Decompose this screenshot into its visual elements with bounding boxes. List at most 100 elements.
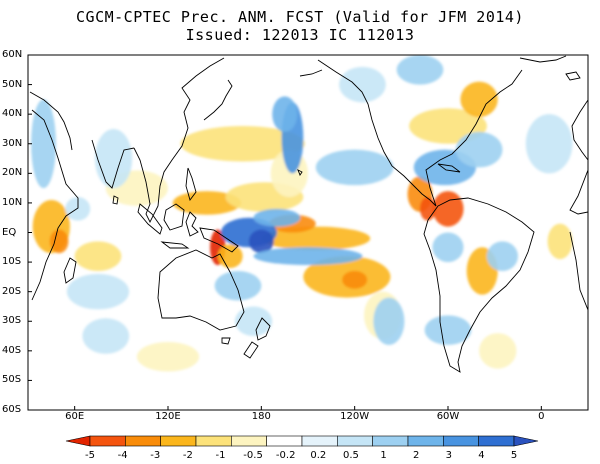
colorbar-segment xyxy=(407,435,444,447)
anomaly-region xyxy=(261,226,371,251)
lat-label: 50N xyxy=(2,78,23,90)
coast-europe xyxy=(571,99,588,161)
lon-label: 180 xyxy=(251,411,271,422)
coast-south-america xyxy=(423,197,535,373)
coast-arabia xyxy=(29,91,73,151)
lat-label: 50S xyxy=(2,374,22,386)
colorbar-label: 0.2 xyxy=(310,450,327,461)
colorbar-segment xyxy=(337,435,373,447)
map-subtitle: Issued: 122013 IC 112013 xyxy=(185,26,415,44)
lat-label: 60S xyxy=(2,404,22,415)
coast-north-america xyxy=(317,59,523,207)
coast-sulawesi xyxy=(185,211,199,237)
anomaly-region xyxy=(74,241,122,271)
anomaly-layer xyxy=(31,55,573,372)
colorbar-segment xyxy=(231,435,267,447)
coast-aleutians xyxy=(299,69,323,77)
colorbar-segment xyxy=(65,435,91,447)
coast-west-africa xyxy=(569,169,588,215)
lat-label: 20N xyxy=(2,167,23,179)
lat-label: 60N xyxy=(2,49,23,60)
coast-tasmania xyxy=(221,337,231,345)
coast-philippines xyxy=(185,167,197,201)
coast-australia xyxy=(157,249,245,331)
anomaly-region xyxy=(180,126,305,162)
coast-southern-africa xyxy=(569,231,588,311)
coast-sumatra xyxy=(137,203,163,235)
lat-label: 40S xyxy=(2,344,22,356)
anomaly-region xyxy=(525,114,573,174)
lon-label: 60E xyxy=(65,411,85,422)
coast-java xyxy=(160,241,190,249)
coast-iceland xyxy=(565,71,581,81)
anomaly-region xyxy=(479,333,517,369)
anomaly-region xyxy=(248,229,274,254)
anomaly-region xyxy=(339,66,386,103)
lat-label: 40N xyxy=(2,108,23,120)
lon-label: 0 xyxy=(538,411,545,422)
lon-label: 120W xyxy=(340,411,370,422)
lat-label: 30N xyxy=(2,137,23,149)
anomaly-region xyxy=(253,247,363,266)
colorbar-label: -5 xyxy=(85,450,95,461)
anomaly-region xyxy=(424,315,472,345)
map-title: CGCM-CPTEC Prec. ANM. FCST (Valid for JF… xyxy=(76,8,524,26)
lat-label: 10N xyxy=(2,196,23,208)
lat-label: 10S xyxy=(2,256,22,268)
anomaly-region xyxy=(486,241,518,271)
anomaly-region xyxy=(396,55,444,85)
colorbar-segment xyxy=(195,435,232,447)
lon-label: 120E xyxy=(155,411,181,422)
colorbar xyxy=(65,435,539,447)
anomaly-region xyxy=(432,191,464,227)
colorbar-segment xyxy=(372,435,409,447)
coastlines xyxy=(29,55,588,373)
colorbar-label: 3 xyxy=(445,450,452,461)
coast-se-asia xyxy=(133,57,225,224)
lon-label: 60W xyxy=(436,411,460,422)
coast-india xyxy=(91,139,135,189)
anomaly-region xyxy=(82,318,130,354)
anomaly-region xyxy=(272,96,298,132)
lat-label: EQ xyxy=(2,226,17,238)
coast-africa xyxy=(31,109,79,301)
anomaly-region xyxy=(214,270,262,301)
colorbar-label: 2 xyxy=(412,450,420,461)
coast-japan xyxy=(203,79,233,121)
colorbar-segment xyxy=(125,435,161,447)
coast-borneo xyxy=(163,203,185,231)
colorbar-label: -1 xyxy=(215,450,226,461)
anomaly-region xyxy=(315,149,394,186)
coast-new-guinea xyxy=(199,227,239,253)
anomaly-region xyxy=(66,273,130,310)
anomaly-region xyxy=(253,208,301,227)
colorbar-label: -4 xyxy=(117,450,128,461)
anomaly-region xyxy=(234,306,273,337)
anomaly-region xyxy=(547,223,573,260)
coast-hawaii xyxy=(297,169,303,176)
anomaly-region xyxy=(460,81,498,118)
axis-ticks xyxy=(28,54,542,411)
anomaly-region xyxy=(136,341,200,372)
anomaly-region xyxy=(31,99,56,189)
anomaly-region xyxy=(455,131,503,168)
colorbar-label: 1 xyxy=(380,450,387,461)
anomaly-region xyxy=(65,197,91,221)
colorbar-segment xyxy=(443,435,479,447)
colorbar-segment xyxy=(478,435,515,447)
anomaly-region xyxy=(373,297,405,345)
coast-new-zealand xyxy=(243,317,271,359)
coast-cuba xyxy=(437,163,461,173)
anomaly-region xyxy=(172,191,242,215)
colorbar-label: -2 xyxy=(182,450,193,461)
anomaly-region xyxy=(420,197,436,221)
colorbar-label: 5 xyxy=(510,450,518,461)
colorbar-segment xyxy=(160,435,197,447)
colorbar-label: 4 xyxy=(478,450,485,461)
anomaly-region xyxy=(342,270,368,289)
colorbar-segment xyxy=(89,435,126,447)
colorbar-segment xyxy=(301,435,338,447)
colorbar-label: -0.5 xyxy=(243,450,263,461)
anomaly-region xyxy=(94,128,133,189)
